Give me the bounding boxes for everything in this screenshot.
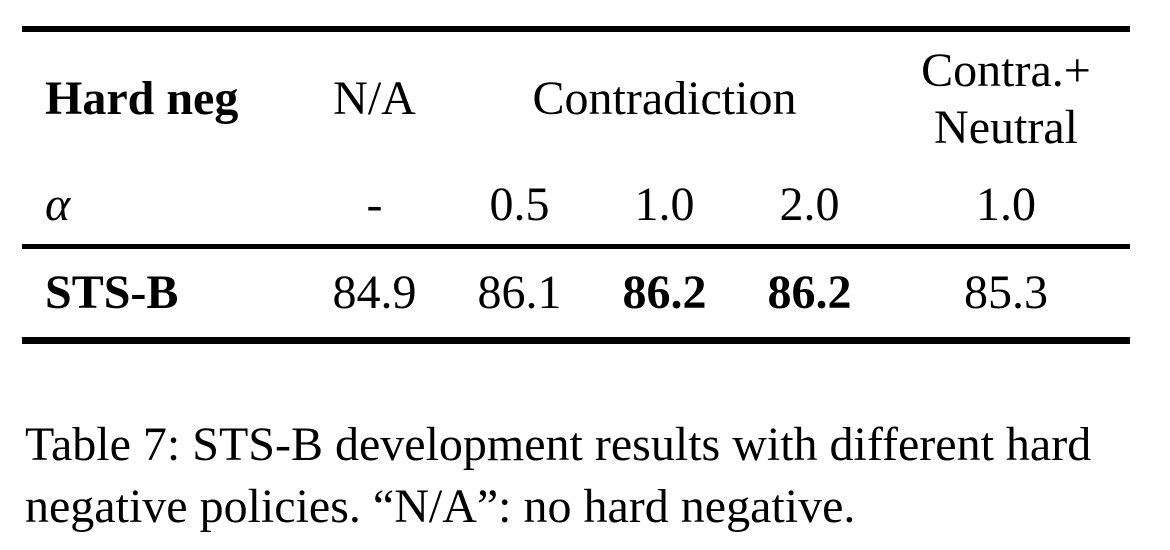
- stsb-value-contradiction-05: 86.1: [477, 265, 562, 319]
- alpha-row-label: α: [45, 177, 71, 231]
- stsb-value-na: 84.9: [332, 265, 417, 319]
- header-contra-neutral-line1: Contra.+: [921, 44, 1091, 97]
- header-contra-neutral-line2: Neutral: [934, 101, 1078, 154]
- alpha-value-na: -: [366, 177, 383, 231]
- caption-line-2: negative policies. “N/A”: no hard negati…: [25, 480, 856, 533]
- alpha-value-contradiction-05: 0.5: [489, 177, 550, 231]
- header-na: N/A: [333, 71, 416, 125]
- table-mid-rule: [22, 244, 1130, 249]
- table-top-rule: [22, 26, 1130, 32]
- stsb-value-contradiction-10: 86.2: [622, 265, 707, 319]
- table-caption: Table 7: STS-B development results with …: [25, 414, 1165, 538]
- alpha-value-contradiction-10: 1.0: [634, 177, 695, 231]
- table-data-row: STS-B 84.9 86.1 86.2 86.2 85.3: [22, 249, 1130, 337]
- header-contradiction: Contradiction: [532, 71, 797, 125]
- alpha-value-contra-neutral: 1.0: [976, 177, 1036, 231]
- header-hard-neg: Hard neg: [45, 71, 239, 125]
- stsb-row-label: STS-B: [45, 265, 179, 319]
- table-bottom-rule: [22, 337, 1130, 344]
- stsb-value-contradiction-20: 86.2: [767, 265, 852, 319]
- alpha-value-contradiction-20: 2.0: [779, 177, 840, 231]
- table-alpha-row: α - 0.5 1.0 2.0 1.0: [22, 166, 1130, 244]
- results-table: Hard neg N/A Contradiction Contra.+ Neut…: [22, 26, 1130, 344]
- caption-line-1: Table 7: STS-B development results with …: [25, 418, 1092, 471]
- stsb-value-contra-neutral: 85.3: [964, 265, 1048, 319]
- header-contra-neutral: Contra.+ Neutral: [882, 42, 1130, 156]
- table-header-row: Hard neg N/A Contradiction Contra.+ Neut…: [22, 32, 1130, 166]
